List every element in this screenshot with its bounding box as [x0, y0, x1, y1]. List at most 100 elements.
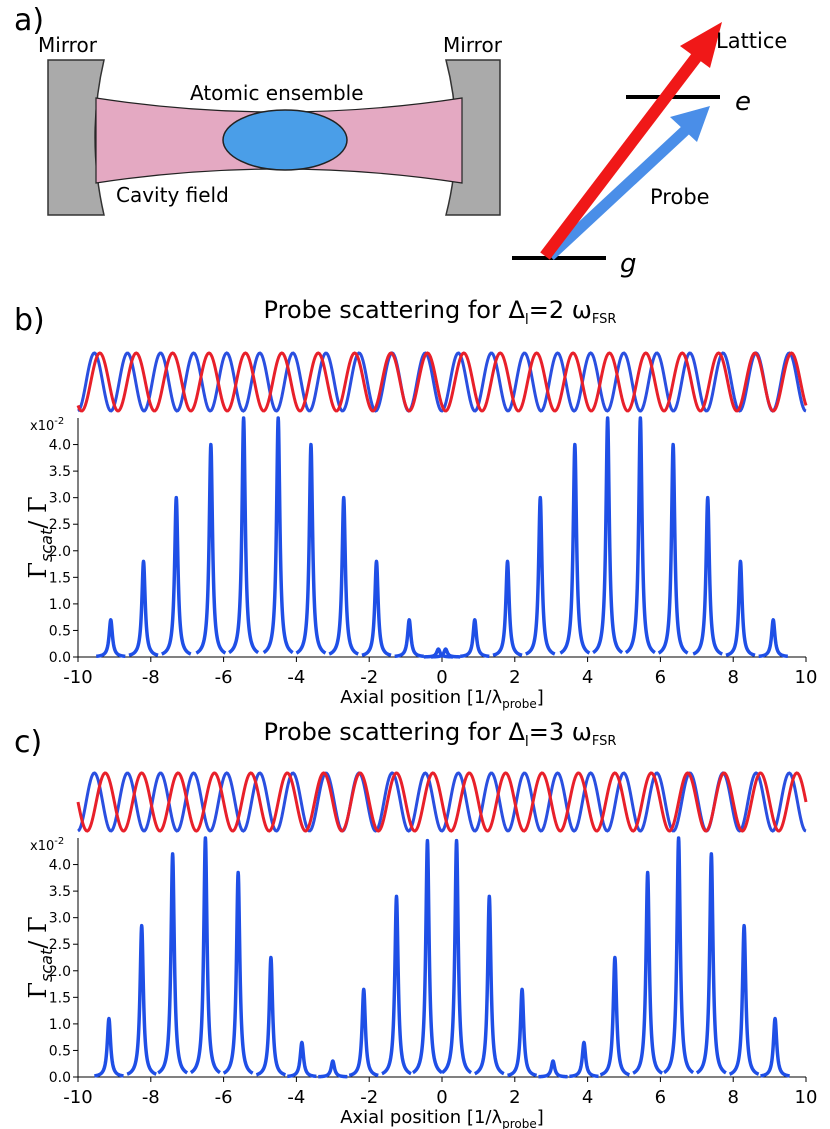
- peak: [536, 1059, 570, 1079]
- lattice-arrowhead: [680, 22, 722, 68]
- lattice-wave: [76, 351, 808, 413]
- chart-title: Probe scattering for Δl=3 ωFSR: [264, 718, 617, 750]
- x-tick-label: -6: [215, 1087, 233, 1108]
- y-unit-part: x10: [30, 419, 54, 434]
- chart-title-part: l: [525, 734, 529, 750]
- peak: [429, 647, 462, 659]
- peak: [558, 442, 591, 655]
- x-axis-label-part: ]: [537, 1107, 544, 1128]
- y-tick-label: 2.0: [49, 544, 71, 560]
- peak: [691, 495, 724, 656]
- peak: [422, 647, 455, 659]
- y-unit-part: -2: [54, 416, 64, 427]
- peak: [222, 870, 255, 1075]
- y-unit: x10-2: [30, 416, 64, 434]
- ensemble-label: Atomic ensemble: [190, 81, 364, 105]
- y-axis-label-part: Γ: [24, 982, 52, 999]
- y-tick-label: 2.0: [49, 964, 71, 980]
- x-tick-label: 4: [582, 1087, 593, 1108]
- y-unit: x10-2: [30, 836, 64, 854]
- x-tick-label: 8: [727, 667, 738, 688]
- peak: [757, 618, 790, 659]
- lattice-wave: [77, 351, 807, 413]
- peak: [380, 894, 413, 1076]
- y-axis-label-part: scat: [37, 948, 56, 982]
- y-axis-label: Γscat/ Γ: [24, 496, 56, 578]
- x-tick-label: 0: [436, 1087, 447, 1108]
- peak: [227, 416, 260, 655]
- peak: [360, 559, 393, 657]
- y-tick-label: 4.0: [49, 438, 71, 454]
- x-tick-label: -8: [142, 667, 160, 688]
- peak: [695, 852, 728, 1075]
- peak: [491, 559, 524, 657]
- peak: [662, 836, 695, 1075]
- y-tick-label: 3.5: [49, 884, 71, 900]
- x-axis-label: Axial position [1/λprobe]: [340, 687, 544, 711]
- x-tick-label: 8: [727, 1087, 738, 1108]
- chart-title-part: =3 ω: [529, 718, 592, 746]
- peak: [624, 416, 657, 655]
- y-tick-label: 0.0: [49, 650, 71, 666]
- peak: [591, 416, 624, 655]
- mirror-label: Mirror: [443, 33, 503, 57]
- x-tick-label: -2: [360, 1087, 378, 1108]
- lattice-label: Lattice: [716, 29, 787, 53]
- peak: [598, 955, 631, 1077]
- peak: [524, 495, 557, 656]
- peak: [194, 442, 227, 655]
- peak: [160, 495, 193, 656]
- mirror: [47, 59, 105, 216]
- y-tick-label: 3.5: [49, 464, 71, 480]
- y-tick-label: 1.0: [49, 1017, 71, 1033]
- chart-title-part: l: [525, 312, 529, 328]
- peak: [506, 987, 539, 1078]
- atomic-ensemble: [222, 109, 348, 171]
- x-tick-label: -6: [215, 667, 233, 688]
- x-axis-label-part: Axial position [1/λ: [340, 687, 502, 708]
- x-axis-label-part: probe: [502, 697, 537, 711]
- x-axis-label: Axial position [1/λprobe]: [340, 1107, 544, 1129]
- probe-arrow: [546, 121, 694, 261]
- excited-label: e: [735, 87, 751, 117]
- x-tick-label: 10: [795, 667, 818, 688]
- chart-title-part: =2 ω: [529, 296, 592, 324]
- y-unit-part: x10: [30, 839, 54, 854]
- lattice-wave: [76, 771, 808, 833]
- chart-title-part: FSR: [592, 734, 617, 749]
- y-axis-label-part: scat: [37, 528, 56, 562]
- lattice-arrow: [540, 51, 703, 260]
- peak: [285, 1040, 318, 1079]
- peak: [92, 1016, 126, 1078]
- peak: [728, 923, 761, 1076]
- x-tick-label: 0: [436, 667, 447, 688]
- x-tick-label: -8: [142, 1087, 160, 1108]
- panel-label: a): [14, 3, 44, 38]
- x-tick-label: 2: [509, 667, 520, 688]
- field-label: Cavity field: [116, 183, 229, 207]
- y-tick-label: 0.5: [49, 1043, 71, 1059]
- lattice-wave: [77, 771, 807, 833]
- y-axis-label: Γscat/ Γ: [24, 916, 56, 998]
- chart-title-part: Probe scattering for Δ: [264, 718, 526, 746]
- chart-title: Probe scattering for Δl=2 ωFSR: [264, 296, 617, 328]
- y-tick-label: 3.0: [49, 911, 71, 927]
- panel-label: c): [14, 725, 42, 760]
- peak: [125, 923, 158, 1076]
- peak: [254, 955, 287, 1077]
- probe-arrowhead: [670, 106, 710, 142]
- ground-label: g: [620, 249, 637, 279]
- y-tick-label: 3.0: [49, 491, 71, 507]
- chart-title-part: FSR: [592, 312, 617, 327]
- peak: [440, 838, 473, 1075]
- x-tick-label: -10: [63, 667, 92, 688]
- y-axis-label-part: Γ: [24, 562, 52, 579]
- peak: [458, 618, 491, 659]
- peak: [411, 838, 444, 1075]
- peak: [189, 836, 222, 1075]
- y-axis-label-part: / Γ: [24, 496, 52, 528]
- peak: [631, 870, 664, 1075]
- peak: [758, 1016, 792, 1078]
- y-tick-label: 0.5: [49, 623, 71, 639]
- peak: [94, 618, 127, 659]
